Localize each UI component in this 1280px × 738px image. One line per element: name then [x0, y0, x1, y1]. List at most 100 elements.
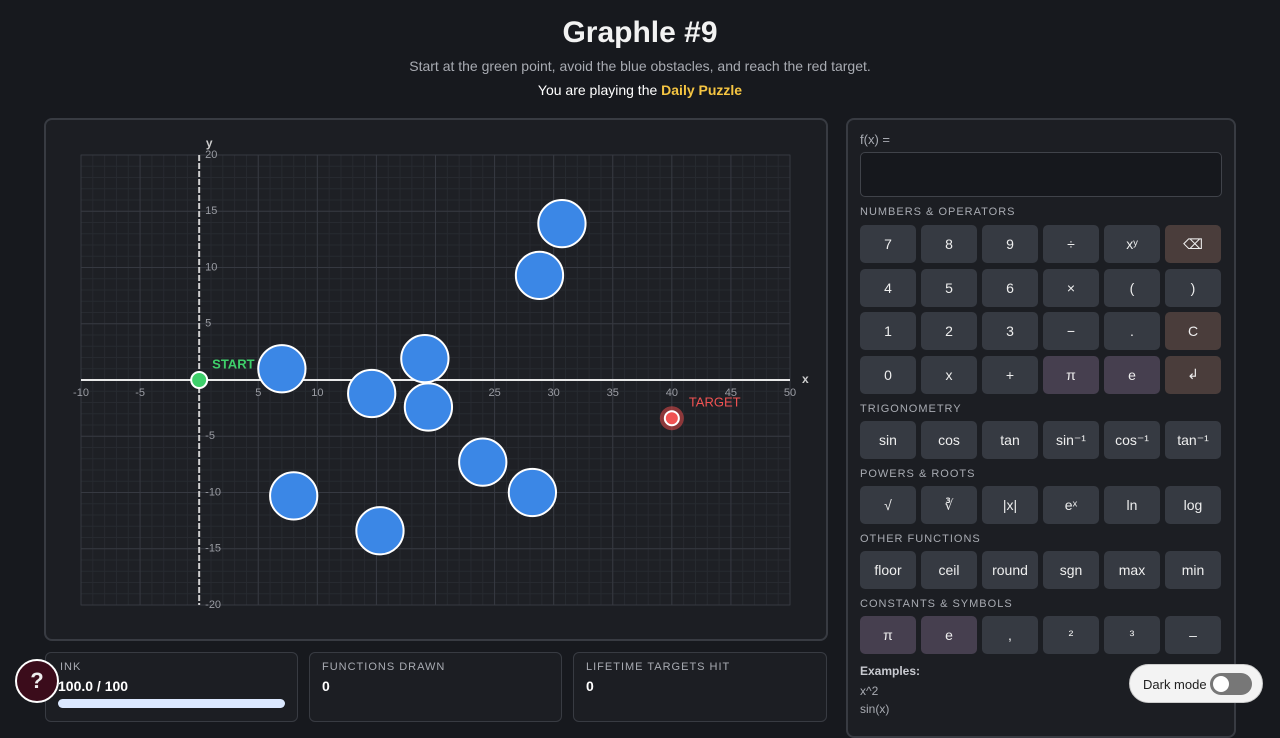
- x-tick-label: 30: [548, 387, 560, 399]
- examples-title: Examples:: [860, 664, 921, 678]
- x-tick-label: 35: [607, 387, 619, 399]
- example[interactable]: sin(x): [860, 702, 890, 716]
- obstacle: [257, 344, 307, 394]
- calc-button[interactable]: tan: [982, 421, 1038, 459]
- obstacle: [537, 198, 587, 249]
- example[interactable]: x^2: [860, 684, 879, 698]
- help-button[interactable]: ?: [15, 659, 59, 703]
- y-tick-label: -5: [205, 430, 215, 442]
- calc-button[interactable]: tan⁻¹: [1165, 421, 1221, 459]
- x-axis-label: x: [802, 372, 809, 386]
- stat-card: LIFETIME TARGETS HIT 0: [573, 652, 827, 722]
- stat-label: LIFETIME TARGETS HIT: [586, 661, 731, 673]
- calc-button[interactable]: ↲: [1165, 355, 1221, 394]
- calc-button[interactable]: −: [1043, 312, 1099, 350]
- calc-button[interactable]: 1: [860, 312, 916, 350]
- calc-button[interactable]: –: [1165, 616, 1221, 654]
- obstacle: [347, 368, 397, 419]
- calc-button[interactable]: ÷: [1043, 225, 1099, 263]
- calc-button[interactable]: +: [982, 355, 1038, 394]
- stat-card: FUNCTIONS DRAWN 0: [309, 652, 562, 722]
- switch[interactable]: [1210, 673, 1252, 695]
- calc-button[interactable]: sgn: [1043, 551, 1099, 589]
- stat-value: 0: [586, 678, 594, 694]
- calc-button[interactable]: sin: [860, 421, 916, 459]
- stat-label: INK: [60, 661, 82, 673]
- y-tick-label: -10: [205, 486, 221, 498]
- calc-button[interactable]: floor: [860, 551, 916, 589]
- section-title: CONSTANTS & SYMBOLS: [860, 598, 1013, 610]
- input-label: f(x) =: [860, 132, 890, 147]
- calc-button[interactable]: 7: [860, 225, 916, 263]
- calc-button[interactable]: x: [921, 355, 977, 394]
- calc-button[interactable]: e: [1104, 355, 1160, 394]
- y-tick-label: 10: [205, 261, 217, 273]
- button-grid: π e, ² ³ –: [860, 616, 1221, 654]
- button-grid: √ ∛ |x| eˣ ln log: [860, 486, 1221, 524]
- calc-button[interactable]: log: [1165, 486, 1221, 524]
- calc-button[interactable]: .: [1104, 312, 1160, 350]
- function-input[interactable]: [860, 152, 1222, 197]
- obstacle: [400, 333, 450, 384]
- calc-button[interactable]: 4: [860, 268, 916, 307]
- calc-button[interactable]: cos⁻¹: [1104, 421, 1160, 459]
- calc-button[interactable]: π: [1043, 355, 1099, 394]
- calc-button[interactable]: ln: [1104, 486, 1160, 524]
- calc-button[interactable]: 2: [921, 312, 977, 350]
- calc-button[interactable]: ceil: [921, 551, 977, 589]
- calc-button[interactable]: min: [1165, 551, 1221, 589]
- calc-button[interactable]: max: [1104, 551, 1160, 589]
- x-tick-label: 10: [311, 387, 323, 399]
- mode[interactable]: Daily Puzzle: [661, 82, 743, 98]
- x-tick-label: 5: [255, 387, 261, 399]
- y-tick-label: -20: [205, 599, 221, 611]
- calc-button[interactable]: 6: [982, 268, 1038, 307]
- calc-button[interactable]: (: [1104, 268, 1160, 307]
- calc-button[interactable]: C: [1165, 312, 1221, 350]
- calc-button[interactable]: cos: [921, 421, 977, 459]
- mode-line: You are playing the Daily Puzzle: [0, 82, 1280, 98]
- switch-knob: [1213, 676, 1229, 692]
- calc-button[interactable]: sin⁻¹: [1043, 421, 1099, 459]
- section-title: OTHER FUNCTIONS: [860, 533, 981, 545]
- x-tick-label: -10: [73, 387, 89, 399]
- page: Graphle #9 Start at the green point, avo…: [0, 16, 1280, 738]
- obstacle: [507, 467, 558, 518]
- dark-mode-toggle[interactable]: Dark mode: [1129, 664, 1263, 703]
- x-tick-label: -5: [135, 387, 145, 399]
- calc-button[interactable]: xʸ: [1104, 225, 1160, 263]
- x-tick-label: 50: [784, 387, 796, 399]
- calc-button[interactable]: e: [921, 616, 977, 654]
- ink-bar: [58, 699, 285, 708]
- title: Graphle #9: [562, 16, 718, 49]
- y-tick-label: 15: [205, 205, 217, 217]
- start-point: [190, 371, 209, 389]
- calc-button[interactable]: ,: [982, 616, 1038, 654]
- calc-button[interactable]: 3: [982, 312, 1038, 350]
- calc-button[interactable]: ∛: [921, 486, 977, 524]
- stat-value: 100.0 / 100: [58, 678, 129, 694]
- calc-button[interactable]: ²: [1043, 616, 1099, 654]
- x-tick-label: 25: [488, 387, 500, 399]
- calc-button[interactable]: 5: [921, 268, 977, 307]
- section-title: POWERS & ROOTS: [860, 468, 976, 480]
- calc-button[interactable]: ³: [1104, 616, 1160, 654]
- calc-button[interactable]: round: [982, 551, 1038, 589]
- obstacle: [458, 437, 508, 487]
- calc-button[interactable]: eˣ: [1043, 486, 1099, 524]
- calc-button[interactable]: √: [860, 486, 916, 524]
- mode-prefix: You are playing the: [537, 82, 658, 98]
- button-grid: 7 8 9 ÷ xʸ ⌫ 4 5 6 ×() 1 2 3−. C 0 x + π e ↲: [860, 225, 1221, 394]
- calc-button[interactable]: ×: [1043, 268, 1099, 307]
- calc-button[interactable]: 0: [860, 355, 916, 394]
- calc-button[interactable]: 9: [982, 225, 1038, 263]
- calc-button[interactable]: |x|: [982, 486, 1038, 524]
- calc-button[interactable]: π: [860, 616, 916, 654]
- calc-button[interactable]: ): [1165, 268, 1221, 307]
- calc-button[interactable]: ⌫: [1165, 225, 1221, 263]
- obstacle: [403, 382, 454, 432]
- obstacle: [269, 471, 319, 521]
- calc-button[interactable]: 8: [921, 225, 977, 263]
- graph: -10-55101520253035404550-20-15-10-551015…: [73, 136, 809, 611]
- x-tick-label: 45: [725, 387, 737, 399]
